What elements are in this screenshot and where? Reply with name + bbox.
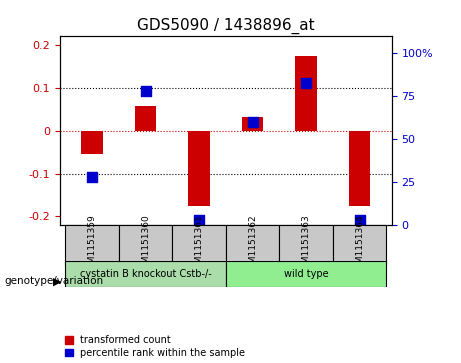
Text: GSM1151363: GSM1151363: [301, 215, 311, 276]
Text: GSM1151364: GSM1151364: [355, 215, 364, 276]
Text: genotype/variation: genotype/variation: [5, 276, 104, 286]
Point: [356, 217, 363, 223]
Text: GSM1151359: GSM1151359: [88, 215, 96, 276]
Point: [302, 80, 310, 86]
Point: [142, 88, 149, 94]
FancyBboxPatch shape: [65, 261, 226, 287]
Text: GSM1151361: GSM1151361: [195, 215, 204, 276]
Text: GSM1151362: GSM1151362: [248, 215, 257, 276]
Bar: [349, 131, 371, 206]
Bar: [135, 106, 156, 131]
Legend: transformed count, percentile rank within the sample: transformed count, percentile rank withi…: [65, 335, 245, 358]
Text: cystatin B knockout Cstb-/-: cystatin B knockout Cstb-/-: [80, 269, 212, 279]
Text: GSM1151360: GSM1151360: [141, 215, 150, 276]
FancyBboxPatch shape: [226, 261, 386, 287]
FancyBboxPatch shape: [65, 225, 119, 265]
FancyBboxPatch shape: [172, 225, 226, 265]
FancyBboxPatch shape: [226, 225, 279, 265]
FancyBboxPatch shape: [279, 225, 333, 265]
Point: [249, 119, 256, 125]
Text: wild type: wild type: [284, 269, 329, 279]
Point: [195, 217, 203, 223]
Title: GDS5090 / 1438896_at: GDS5090 / 1438896_at: [137, 17, 315, 33]
Point: [89, 174, 96, 180]
Bar: [189, 131, 210, 206]
Bar: [296, 56, 317, 131]
Text: ▶: ▶: [53, 276, 61, 286]
FancyBboxPatch shape: [119, 225, 172, 265]
Bar: [81, 131, 103, 154]
Bar: [242, 117, 263, 131]
FancyBboxPatch shape: [333, 225, 386, 265]
